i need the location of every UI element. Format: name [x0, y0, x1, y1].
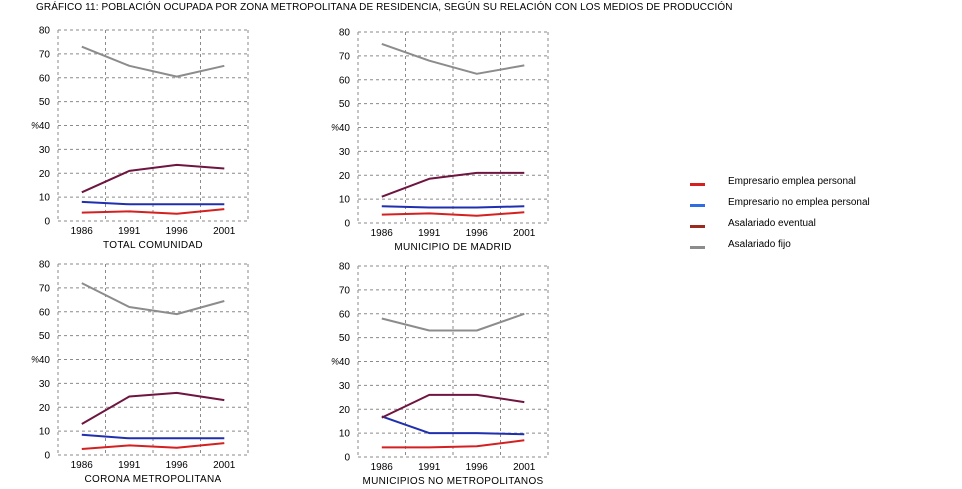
y-tick-label: 30 [339, 381, 351, 392]
x-tick-label: 2001 [513, 228, 536, 239]
series-line [81, 391, 225, 425]
y-tick-label: 10 [339, 195, 351, 206]
x-tick-label: 2001 [213, 460, 236, 471]
x-tick-label: 1991 [418, 462, 441, 473]
y-tick-label: 10 [39, 427, 51, 438]
y-tick-label: 60 [339, 309, 351, 320]
y-tick-label: 10 [339, 429, 351, 440]
legend-swatch [690, 246, 705, 249]
legend-swatch [690, 183, 705, 186]
x-axis-title: MUNICIPIOS NO METROPOLITANOS [362, 476, 543, 487]
y-tick-label: 30 [39, 379, 51, 390]
legend-item: Empresario emplea personal [690, 175, 950, 196]
series-line [381, 312, 525, 332]
legend-swatch [690, 204, 705, 207]
y-axis-label: % [31, 121, 39, 131]
legend-label: Empresario no emplea personal [728, 197, 870, 208]
legend: Empresario emplea personal Empresario no… [690, 175, 950, 259]
x-tick-label: 1996 [466, 228, 489, 239]
y-tick-label: 0 [44, 451, 50, 462]
y-tick-label: 60 [39, 307, 51, 318]
y-tick-label: 50 [39, 331, 51, 342]
series-line [381, 42, 525, 75]
y-axis-label: % [31, 355, 39, 365]
legend-item: Asalariado fijo [690, 238, 950, 259]
y-tick-label: 60 [339, 75, 351, 86]
y-tick-label: 0 [344, 453, 350, 464]
y-tick-label: 20 [39, 403, 51, 414]
y-tick-label: 20 [39, 169, 51, 180]
x-tick-label: 2001 [513, 462, 536, 473]
x-tick-label: 1991 [418, 228, 441, 239]
series-line [381, 171, 525, 198]
series-line [81, 282, 225, 316]
y-tick-label: 20 [339, 171, 351, 182]
y-tick-label: 30 [39, 145, 51, 156]
series-line [81, 442, 225, 450]
x-tick-label: 1986 [71, 226, 94, 237]
legend-label: Asalariado fijo [728, 239, 791, 250]
x-tick-label: 1986 [371, 462, 394, 473]
x-tick-label: 1996 [166, 460, 189, 471]
y-tick-label: 50 [39, 97, 51, 108]
chart-panel: 0 10 20 30 40 50 60 70 80% 1986 1991 1996 2001 TOTAL … [31, 26, 249, 251]
y-tick-label: 70 [339, 285, 351, 296]
legend-label: Empresario emplea personal [728, 176, 856, 187]
chart-panel: 0 10 20 30 40 50 60 70 80% 1986 1991 1996 2001 CORONA… [31, 260, 249, 485]
legend-label: Asalariado eventual [728, 218, 816, 229]
y-tick-label: 80 [339, 262, 351, 273]
y-tick-label: 40 [339, 357, 351, 368]
y-tick-label: 40 [39, 355, 51, 366]
y-tick-label: 70 [339, 51, 351, 62]
legend-item: Empresario no emplea personal [690, 196, 950, 217]
chart-panel: 0 10 20 30 40 50 60 70 80% 1986 1991 1996 2001MUNICI… [331, 28, 549, 253]
y-tick-label: 10 [39, 193, 51, 204]
y-tick-label: 80 [339, 28, 351, 39]
x-axis-title: CORONA METROPOLITANA [85, 474, 222, 485]
x-tick-label: 1996 [166, 226, 189, 237]
series-line [81, 163, 225, 194]
series-line [381, 205, 525, 209]
page-title: GRÁFICO 11: POBLACIÓN OCUPADA POR ZONA M… [36, 2, 733, 13]
y-axis-label: % [331, 123, 339, 133]
y-tick-label: 80 [39, 260, 51, 271]
y-tick-label: 0 [344, 219, 350, 230]
x-axis-title: MUNICIPIO DE MADRID [394, 242, 511, 253]
y-tick-label: 50 [339, 99, 351, 110]
x-tick-label: 1991 [118, 226, 141, 237]
x-tick-label: 1986 [71, 460, 94, 471]
series-line [81, 200, 225, 206]
y-tick-label: 0 [44, 217, 50, 228]
legend-swatch [690, 225, 705, 228]
y-tick-label: 80 [39, 26, 51, 37]
x-tick-label: 1986 [371, 228, 394, 239]
x-tick-label: 1991 [118, 460, 141, 471]
series-line [81, 208, 225, 215]
y-tick-label: 60 [39, 73, 51, 84]
y-tick-label: 30 [339, 147, 351, 158]
series-line [81, 45, 225, 78]
series-line [381, 415, 525, 436]
y-tick-label: 40 [339, 123, 351, 134]
x-tick-label: 1996 [466, 462, 489, 473]
series-line [381, 439, 525, 449]
y-tick-label: 50 [339, 333, 351, 344]
y-tick-label: 70 [39, 49, 51, 60]
series-line [81, 433, 225, 440]
y-tick-label: 40 [39, 121, 51, 132]
legend-item: Asalariado eventual [690, 217, 950, 238]
chart-panel: 0 10 20 30 40 50 60 70 80% 1986 1991 1996 2001 MUNICI… [331, 262, 549, 487]
x-tick-label: 2001 [213, 226, 236, 237]
series-line [381, 393, 525, 419]
x-axis-title: TOTAL COMUNIDAD [103, 240, 203, 251]
y-tick-label: 20 [339, 405, 351, 416]
y-axis-label: % [331, 357, 339, 367]
series-line [381, 211, 525, 217]
y-tick-label: 70 [39, 283, 51, 294]
